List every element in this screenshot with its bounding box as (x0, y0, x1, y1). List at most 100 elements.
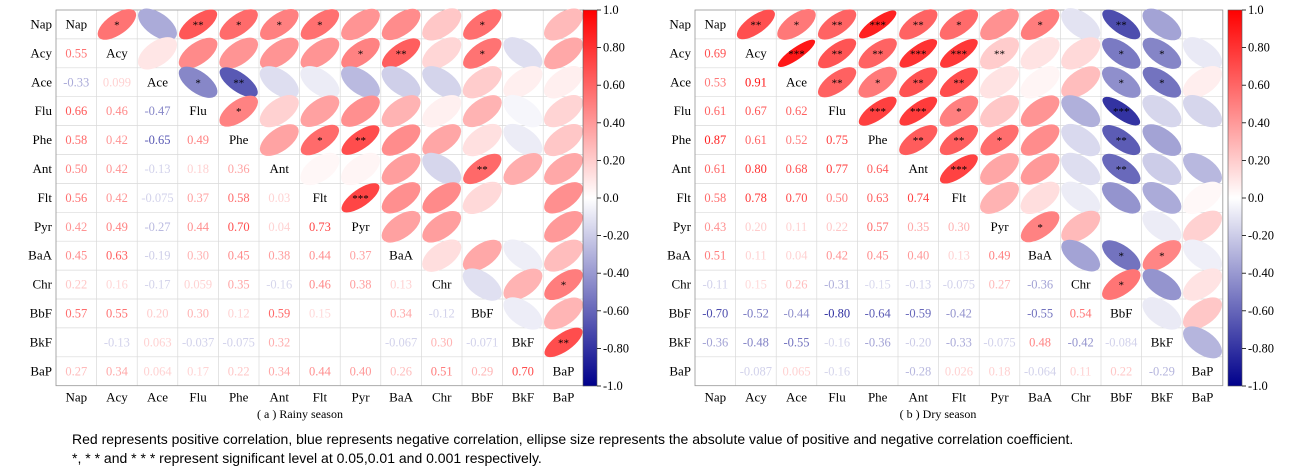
correlation-panel-rainy: * ** * * * ** ** ** **** **********NapAcyAceFluPh… (28, 3, 629, 421)
corr-ellipse (381, 95, 421, 128)
corr-ellipse (1061, 95, 1101, 128)
coef-label: -0.12 (429, 306, 455, 320)
coef-label: 0.64 (867, 162, 890, 176)
coef-label: 0.50 (826, 191, 848, 205)
corr-ellipse (1183, 326, 1222, 359)
corr-ellipse (300, 124, 340, 156)
row-tick-label: Phe (33, 132, 53, 147)
significance-star: ** (193, 19, 204, 31)
corr-ellipse (1061, 37, 1101, 70)
coef-label: 0.059 (184, 278, 212, 292)
corr-ellipse (1020, 181, 1060, 215)
significance-star: * (195, 77, 201, 89)
coef-label: -0.33 (946, 335, 972, 349)
coef-label: 0.62 (786, 104, 808, 118)
corr-ellipse (980, 124, 1019, 156)
significance-star: * (480, 48, 486, 60)
corr-ellipse (1142, 268, 1182, 301)
corr-ellipse (138, 8, 177, 41)
coef-label: 0.75 (826, 133, 848, 147)
corr-ellipse (422, 94, 462, 128)
diag-label: Chr (432, 277, 452, 292)
col-tick-label: BkF (1151, 390, 1173, 405)
row-tick-label: Acy (30, 45, 52, 60)
corr-ellipse (543, 123, 584, 157)
corr-ellipse (544, 37, 583, 70)
significance-star: * (236, 19, 242, 31)
corr-ellipse (503, 297, 543, 330)
coef-label: -0.087 (740, 364, 772, 378)
coef-label: 0.29 (471, 364, 493, 378)
corr-ellipse (422, 66, 462, 99)
corr-ellipse (899, 39, 938, 68)
coef-label: -0.16 (824, 335, 850, 349)
significance-star: * (794, 19, 800, 31)
significance-star: ** (994, 48, 1005, 60)
corr-ellipse (219, 95, 258, 127)
significance-star: * (236, 106, 242, 118)
row-tick-label: Ace (31, 74, 52, 89)
colorbar-tick-label: 0.20 (603, 153, 625, 167)
diag-label: Flu (189, 103, 207, 118)
corr-ellipse (544, 269, 583, 301)
coef-label: -0.36 (1027, 278, 1053, 292)
colorbar-tick-label: 0.60 (1248, 78, 1270, 92)
correlation-panel-dry: ** * ** *** ** * * ***** ** ** *** *** ** * *** * ** ** * *… (667, 3, 1274, 421)
coef-label: 0.70 (512, 364, 534, 378)
colorbar-tick-label: 1.0 (603, 3, 619, 17)
corr-ellipse (300, 9, 340, 40)
coef-label: 0.11 (1070, 364, 1091, 378)
corr-ellipse (1061, 123, 1101, 157)
coef-label: -0.52 (743, 306, 769, 320)
corr-ellipse (300, 152, 340, 186)
corr-ellipse (1182, 37, 1223, 70)
significance-star: ** (832, 19, 843, 31)
coef-label: 0.73 (309, 220, 331, 234)
col-tick-label: BaP (1192, 390, 1214, 405)
corr-ellipse (544, 297, 583, 330)
coef-label: -0.084 (1105, 335, 1138, 349)
corr-ellipse (1102, 9, 1141, 40)
coef-label: -0.17 (144, 278, 170, 292)
corr-ellipse (1020, 124, 1060, 156)
corr-ellipse (300, 95, 340, 127)
corr-ellipse (340, 152, 381, 186)
row-tick-label: Phe (672, 132, 692, 147)
significance-star: * (1119, 251, 1125, 263)
coef-label: 0.45 (228, 249, 250, 263)
coef-label: 0.66 (65, 104, 87, 118)
significance-star: * (956, 106, 962, 118)
corr-ellipse (381, 182, 421, 214)
corr-ellipse (1102, 37, 1141, 69)
coef-label: 0.37 (187, 191, 209, 205)
coef-label: 0.18 (187, 162, 209, 176)
coef-label: -0.075 (223, 335, 255, 349)
coef-label: -0.13 (905, 278, 931, 292)
col-tick-label: Pyr (351, 390, 370, 405)
corr-ellipse (1142, 95, 1182, 128)
coef-label: 0.38 (350, 278, 372, 292)
corr-ellipse (1020, 66, 1060, 99)
corr-ellipse (817, 9, 857, 40)
diag-label: Nap (704, 16, 726, 31)
coef-label: -0.36 (702, 335, 728, 349)
coef-label: 0.63 (867, 191, 889, 205)
coef-label: 0.63 (106, 249, 128, 263)
diag-label: Pyr (990, 219, 1009, 234)
corr-ellipse (381, 8, 421, 41)
col-tick-label: Ace (786, 390, 807, 405)
corr-ellipse (859, 10, 897, 39)
coef-label: -0.064 (1024, 364, 1057, 378)
corr-ellipse (544, 8, 583, 41)
coef-label: 0.34 (268, 364, 291, 378)
diag-label: Ace (147, 74, 168, 89)
diag-label: Ant (270, 161, 290, 176)
coef-label: 0.26 (390, 364, 412, 378)
coef-label: 0.49 (989, 249, 1011, 263)
coef-label: 0.22 (65, 278, 87, 292)
corr-ellipse (777, 39, 816, 68)
corr-ellipse (381, 210, 421, 243)
coef-label: 0.70 (228, 220, 250, 234)
corr-ellipse (381, 38, 421, 69)
